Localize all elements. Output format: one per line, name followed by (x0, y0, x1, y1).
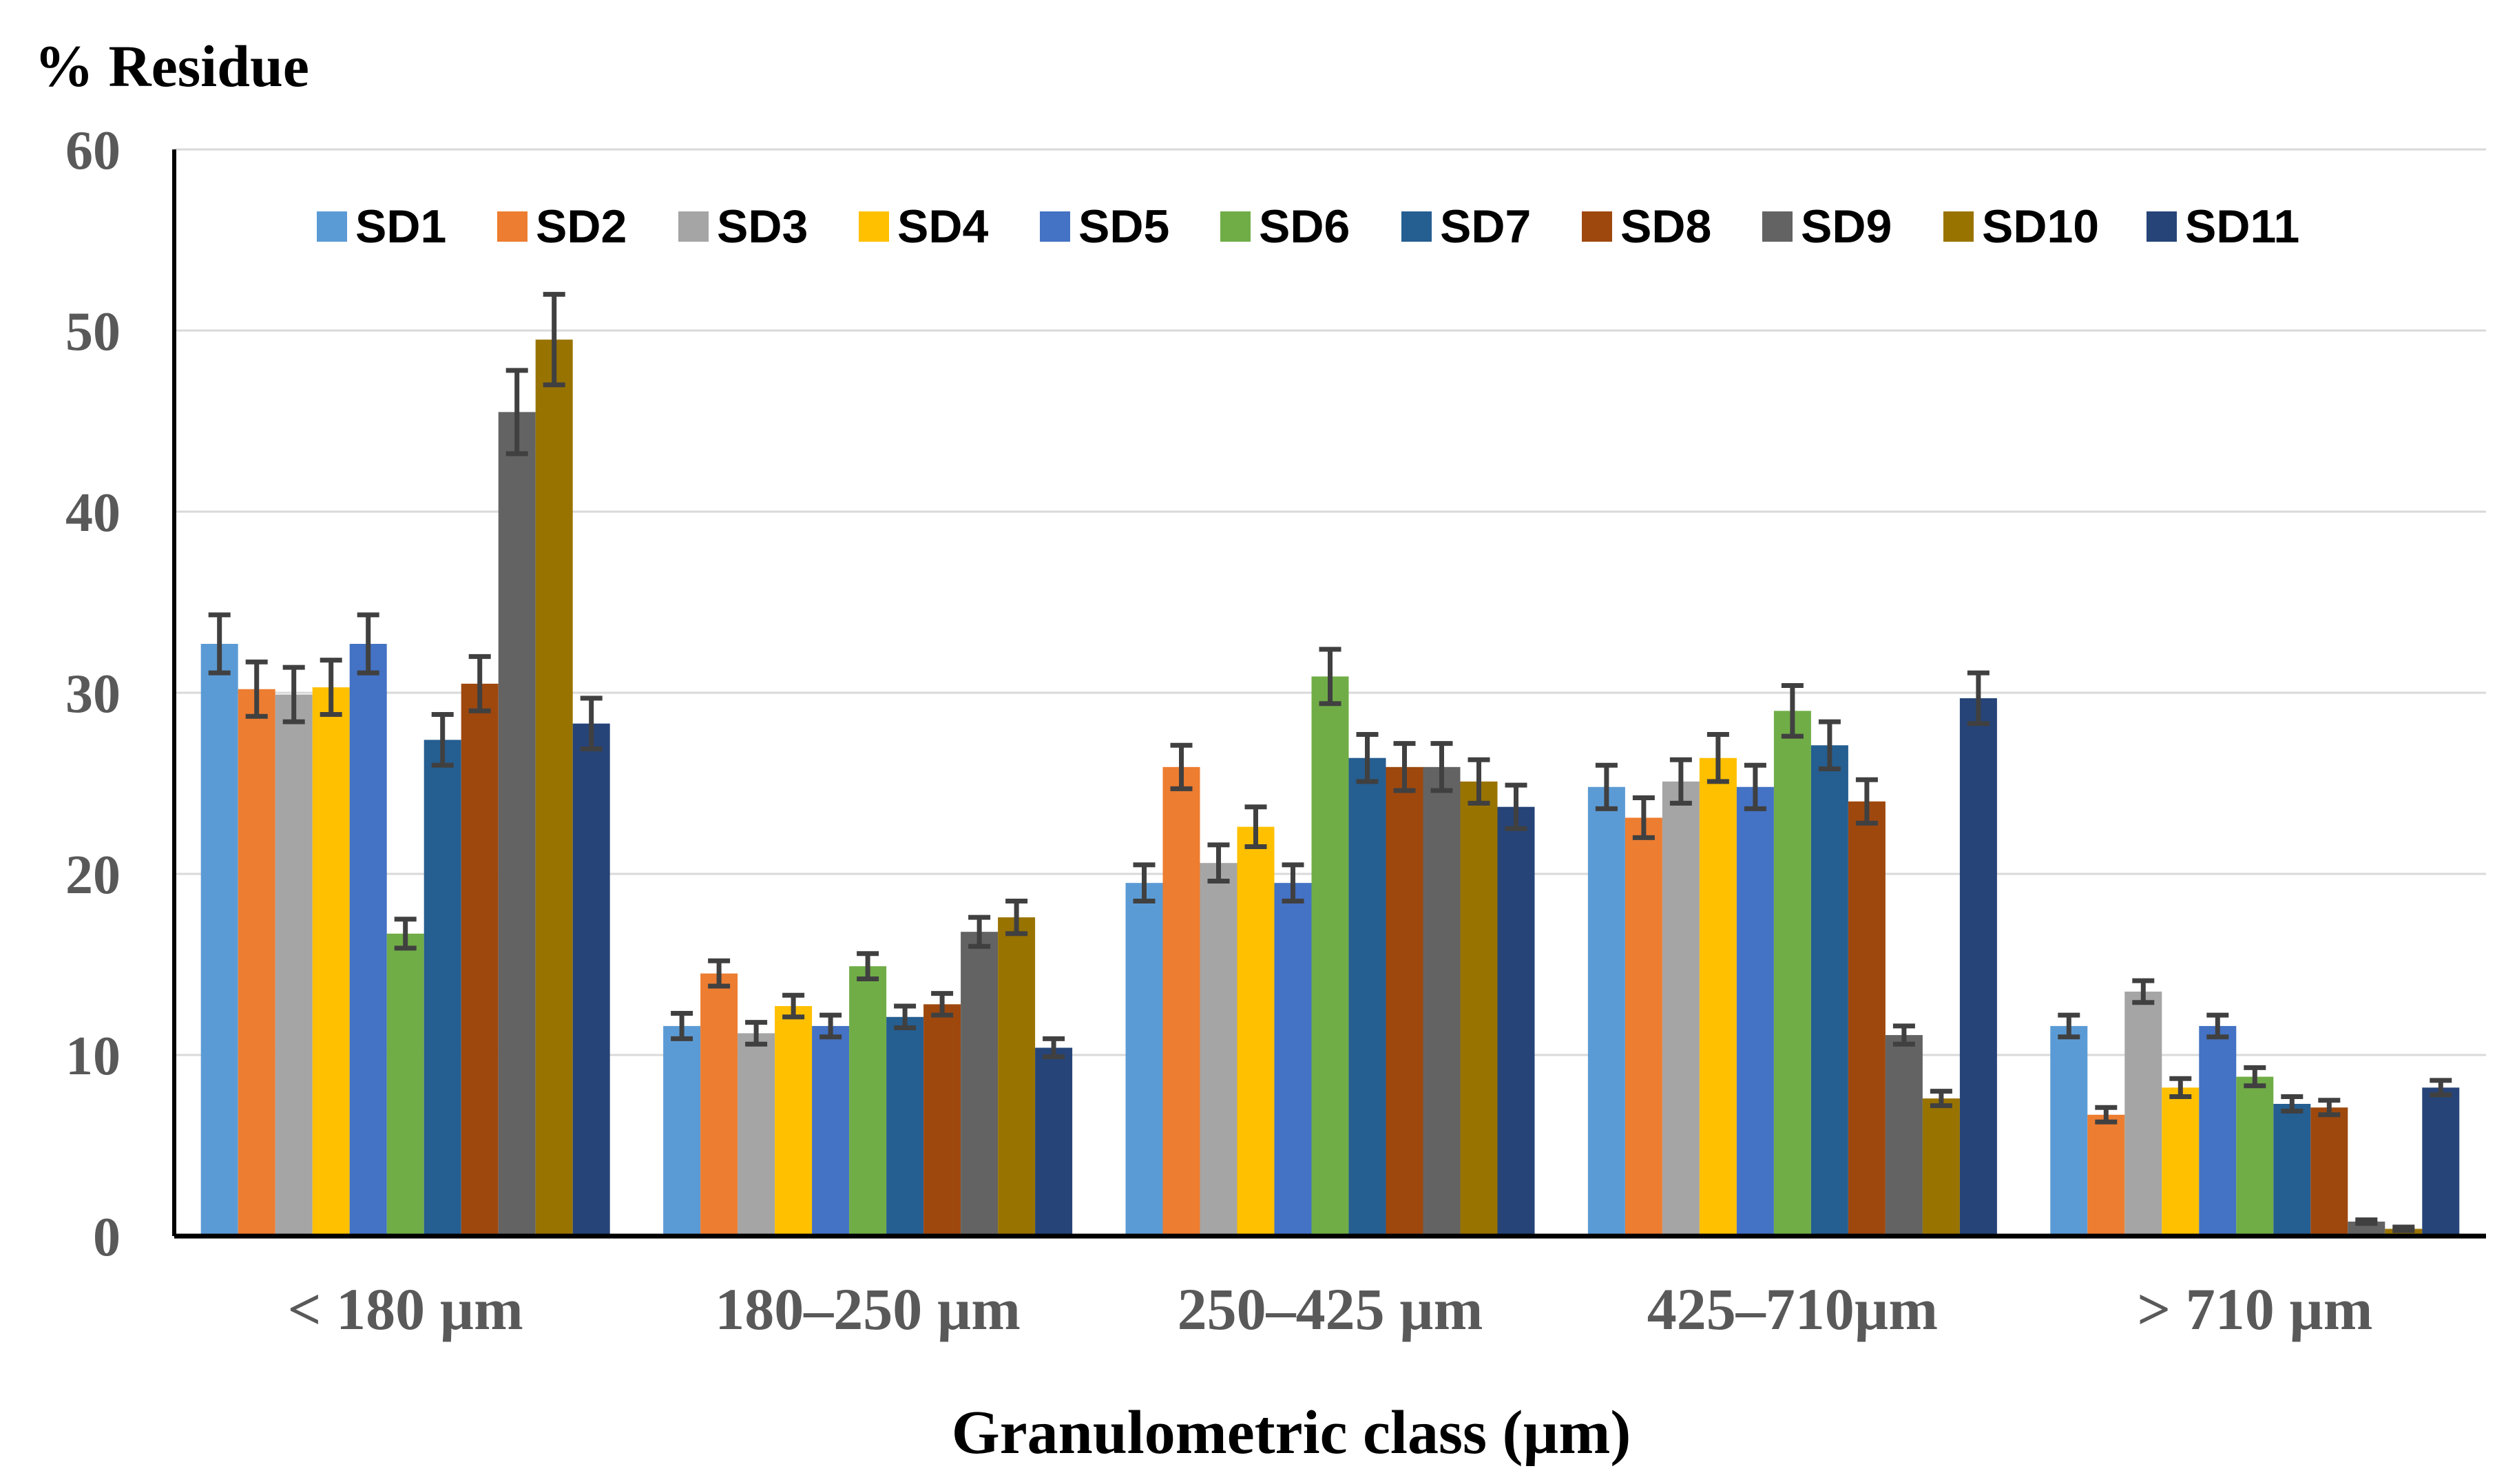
legend-swatch-sd3 (678, 211, 709, 242)
legend-label-sd11: SD11 (2185, 200, 2299, 253)
y-tick-label: 10 (65, 1026, 121, 1087)
x-axis-title: Granulometric class (µm) (952, 1399, 1631, 1467)
bar-sd8 (923, 1004, 961, 1236)
legend-label-sd6: SD6 (1259, 200, 1350, 253)
axes (172, 149, 2486, 1239)
x-category-label: > 710 µm (2137, 1276, 2372, 1342)
x-category-label: 425–710µm (1647, 1276, 1938, 1342)
bar-sd8 (461, 683, 499, 1236)
legend-swatch-sd7 (1401, 211, 1432, 242)
bar-sd9 (498, 412, 536, 1236)
bar-sd6 (1773, 711, 1811, 1236)
x-category-label: < 180 µm (288, 1276, 523, 1342)
bar-sd6 (386, 933, 424, 1236)
y-tick-label: 60 (65, 121, 121, 181)
legend-swatch-sd11 (2147, 211, 2177, 242)
y-tick-label: 50 (65, 302, 121, 362)
x-category-labels: < 180 µm 180–250 µm 250–425 µm 425–710µm > 7… (288, 1276, 2373, 1342)
y-tick-labels: 0 10 20 30 40 50 60 (65, 121, 121, 1268)
bar-sd7 (424, 740, 461, 1236)
legend-label-sd7: SD7 (1440, 200, 1531, 253)
bar-sd11 (2422, 1087, 2460, 1236)
legend-swatch-sd10 (1943, 211, 1974, 242)
bar-sd4 (2162, 1087, 2200, 1236)
bar-sd8 (1848, 801, 1886, 1236)
error-bars-group (208, 291, 2452, 1233)
bar-sd2 (2087, 1114, 2125, 1236)
bar-sd4 (1237, 826, 1275, 1236)
legend-label-sd8: SD8 (1620, 200, 1711, 253)
legend-swatch-sd2 (497, 211, 528, 242)
bar-sd8 (1386, 766, 1423, 1236)
legend-label-sd4: SD4 (897, 200, 988, 253)
bar-sd11 (1497, 806, 1535, 1236)
legend-label-sd2: SD2 (536, 200, 627, 253)
bar-sd11 (1959, 698, 1997, 1236)
bar-sd10 (1460, 781, 1498, 1236)
bar-sd9 (961, 932, 999, 1236)
bar-sd3 (738, 1033, 775, 1236)
bar-sd1 (200, 643, 238, 1236)
bar-sd4 (1699, 757, 1737, 1236)
y-tick-label: 20 (65, 845, 121, 906)
legend-swatch-sd9 (1762, 211, 1793, 242)
bar-sd5 (349, 643, 387, 1236)
bar-sd6 (849, 966, 887, 1236)
bar-sd7 (1810, 745, 1848, 1236)
legend-swatch-sd5 (1040, 211, 1070, 242)
bar-sd1 (2050, 1025, 2088, 1236)
y-tick-label: 0 (93, 1207, 121, 1268)
bar-sd9 (1423, 766, 1461, 1236)
x-category-label: 250–425 µm (1178, 1276, 1483, 1342)
bar-sd1 (1587, 786, 1625, 1236)
bar-sd7 (2273, 1104, 2311, 1236)
bar-sd3 (1662, 781, 1700, 1236)
bar-sd10 (535, 339, 573, 1236)
legend-swatch-sd1 (317, 211, 347, 242)
legend-label-sd1: SD1 (355, 200, 446, 253)
legend-label-sd10: SD10 (1982, 200, 2099, 253)
bar-sd10 (1922, 1098, 1960, 1236)
bar-sd8 (2310, 1107, 2348, 1236)
bar-sd6 (1311, 676, 1349, 1236)
y-tick-label: 30 (65, 664, 121, 724)
y-tick-label: 40 (65, 483, 121, 543)
bar-sd7 (1348, 757, 1386, 1236)
bar-sd6 (2236, 1076, 2274, 1236)
bar-sd4 (775, 1005, 813, 1236)
bar-sd5 (1274, 883, 1312, 1236)
legend-label-sd3: SD3 (717, 200, 808, 253)
bar-sd2 (238, 689, 275, 1236)
bar-sd5 (812, 1025, 850, 1236)
y-axis-title: % Residue (34, 33, 309, 99)
bar-sd7 (886, 1016, 924, 1236)
bar-sd5 (1736, 786, 1774, 1236)
legend-swatch-sd8 (1582, 211, 1612, 242)
bar-sd3 (2124, 991, 2162, 1236)
bar-sd2 (700, 973, 738, 1236)
bars-group (200, 339, 2460, 1236)
legend-swatch-sd6 (1220, 211, 1251, 242)
bar-sd2 (1625, 817, 1662, 1236)
bar-sd10 (998, 917, 1036, 1236)
legend: SD1 SD2 SD3 SD4 SD5 SD6 SD7 SD8 SD9 SD10 SD11 (317, 200, 2299, 253)
legend-label-sd9: SD9 (1801, 200, 1892, 253)
legend-label-sd5: SD5 (1078, 200, 1169, 253)
bar-sd11 (572, 723, 610, 1236)
x-category-label: 180–250 µm (715, 1276, 1021, 1342)
bar-sd3 (275, 694, 313, 1236)
bar-sd3 (1200, 863, 1237, 1236)
bar-sd11 (1035, 1047, 1073, 1236)
bar-sd1 (1125, 883, 1163, 1236)
bar-sd2 (1162, 766, 1200, 1236)
bar-sd5 (2199, 1025, 2237, 1236)
bar-sd1 (663, 1025, 701, 1236)
bar-sd4 (312, 687, 350, 1236)
bar-sd9 (1885, 1035, 1923, 1236)
legend-swatch-sd4 (859, 211, 889, 242)
